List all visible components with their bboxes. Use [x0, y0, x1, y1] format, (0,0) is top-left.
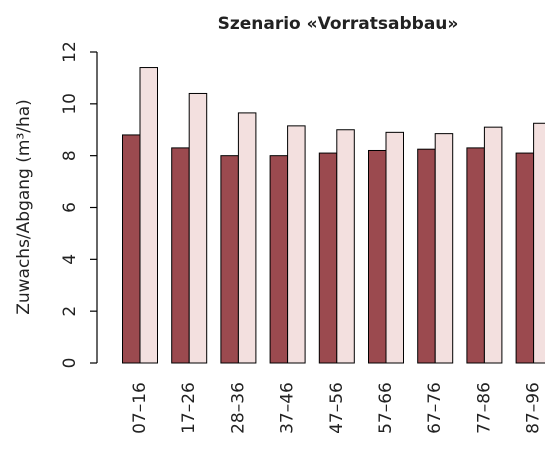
bar	[139, 67, 158, 364]
x-tick-label: 28–36	[228, 382, 248, 434]
bar	[237, 112, 257, 364]
y-tick-label: 4	[60, 254, 80, 265]
bar	[220, 155, 239, 364]
x-tick-label: 47–56	[327, 382, 347, 434]
y-tick-label: 0	[60, 358, 80, 369]
bar	[318, 152, 338, 364]
bar	[287, 125, 306, 364]
y-tick-label: 2	[60, 306, 80, 317]
bar	[269, 155, 289, 364]
x-tick-label: 57–66	[376, 382, 396, 434]
bar	[336, 129, 355, 364]
y-tick-label: 10	[60, 93, 80, 115]
x-tick-label: 77–86	[474, 382, 494, 434]
bar	[466, 147, 485, 364]
bar	[533, 122, 545, 364]
x-tick-label: 37–46	[278, 382, 298, 434]
bar	[171, 147, 190, 364]
chart-title: Szenario «Vorratsabbau»	[218, 14, 459, 34]
x-tick-label: 67–76	[425, 382, 445, 434]
y-tick-label: 8	[60, 150, 80, 161]
bar	[515, 152, 535, 364]
bar	[188, 92, 208, 364]
bar	[434, 133, 454, 364]
bar	[417, 148, 436, 364]
x-tick-label: 07–16	[130, 382, 150, 434]
y-tick-label: 6	[60, 202, 80, 213]
bar	[385, 131, 404, 364]
x-tick-label: 87–96	[524, 382, 544, 434]
bar	[483, 126, 503, 364]
y-tick-label: 12	[60, 41, 80, 63]
bar	[368, 149, 387, 364]
y-axis-label: Zuwachs/Abgang (m³/ha)	[14, 99, 34, 315]
x-tick-label: 17–26	[179, 382, 199, 434]
bar	[122, 134, 141, 364]
